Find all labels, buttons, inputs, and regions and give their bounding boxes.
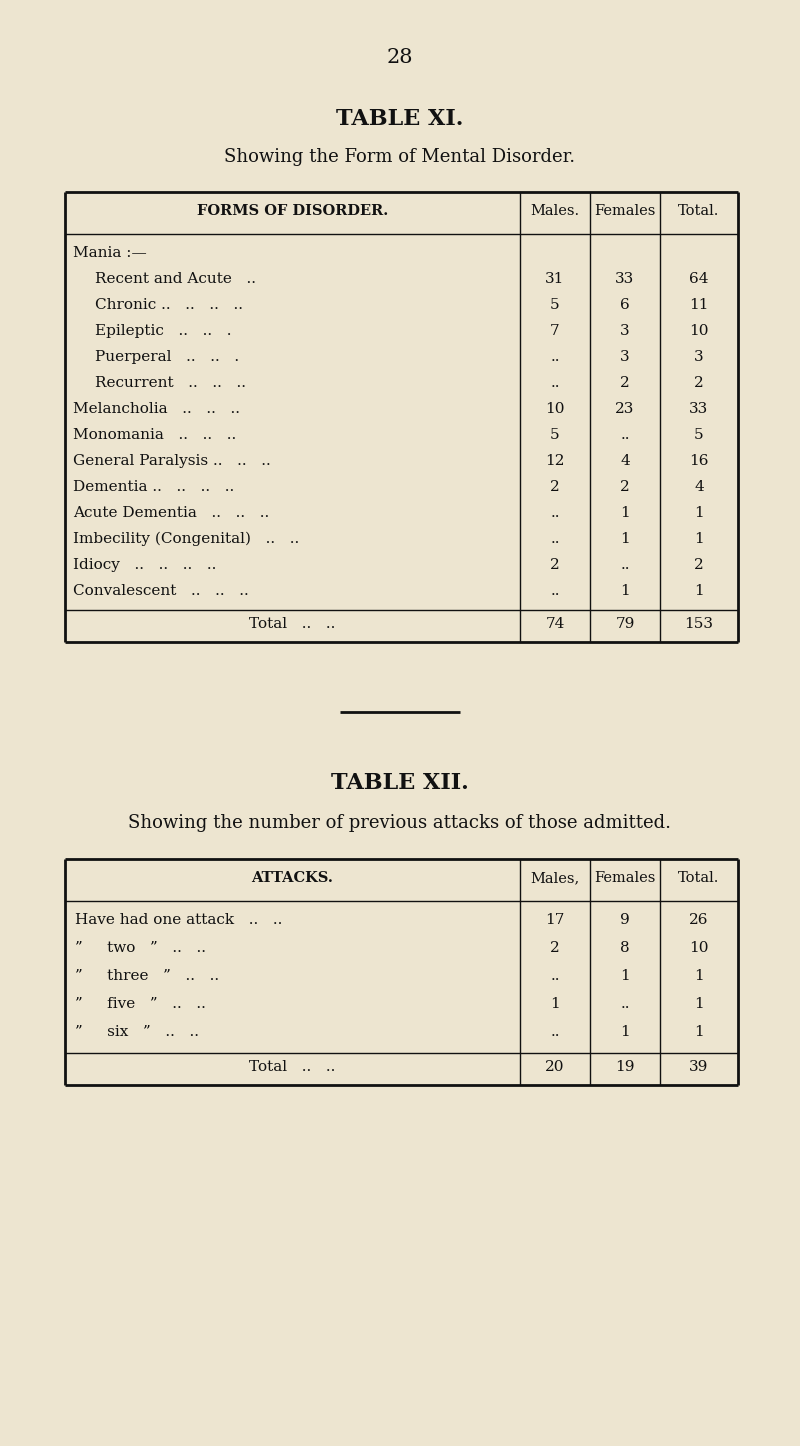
Text: ATTACKS.: ATTACKS. xyxy=(251,870,334,885)
Text: 5: 5 xyxy=(550,298,560,312)
Text: 11: 11 xyxy=(690,298,709,312)
Text: ..: .. xyxy=(550,350,560,364)
Text: 33: 33 xyxy=(615,272,634,286)
Text: ..: .. xyxy=(550,532,560,547)
Text: 1: 1 xyxy=(694,969,704,983)
Text: 2: 2 xyxy=(550,558,560,573)
Text: 2: 2 xyxy=(694,558,704,573)
Text: Idiocy   ..   ..   ..   ..: Idiocy .. .. .. .. xyxy=(73,558,216,573)
Text: ”     six   ”   ..   ..: ” six ” .. .. xyxy=(75,1025,199,1040)
Text: 20: 20 xyxy=(546,1060,565,1074)
Text: ”     five   ”   ..   ..: ” five ” .. .. xyxy=(75,996,206,1011)
Text: 9: 9 xyxy=(620,912,630,927)
Text: 3: 3 xyxy=(620,350,630,364)
Text: 39: 39 xyxy=(690,1060,709,1074)
Text: ..: .. xyxy=(550,1025,560,1040)
Text: Males,: Males, xyxy=(530,870,580,885)
Text: ..: .. xyxy=(550,376,560,390)
Text: 1: 1 xyxy=(694,584,704,599)
Text: 5: 5 xyxy=(550,428,560,442)
Text: Acute Dementia   ..   ..   ..: Acute Dementia .. .. .. xyxy=(73,506,270,521)
Text: 1: 1 xyxy=(550,996,560,1011)
Text: 74: 74 xyxy=(546,617,565,630)
Text: 2: 2 xyxy=(694,376,704,390)
Text: ..: .. xyxy=(550,584,560,599)
Text: ..: .. xyxy=(620,558,630,573)
Text: ”     three   ”   ..   ..: ” three ” .. .. xyxy=(75,969,219,983)
Text: 153: 153 xyxy=(685,617,714,630)
Text: Imbecility (Congenital)   ..   ..: Imbecility (Congenital) .. .. xyxy=(73,532,299,547)
Text: Mania :—: Mania :— xyxy=(73,246,146,260)
Text: Monomania   ..   ..   ..: Monomania .. .. .. xyxy=(73,428,236,442)
Text: Showing the number of previous attacks of those admitted.: Showing the number of previous attacks o… xyxy=(129,814,671,831)
Text: 1: 1 xyxy=(620,969,630,983)
Text: Puerperal   ..   ..   .: Puerperal .. .. . xyxy=(95,350,239,364)
Text: 3: 3 xyxy=(620,324,630,338)
Text: General Paralysis ..   ..   ..: General Paralysis .. .. .. xyxy=(73,454,270,469)
Text: 12: 12 xyxy=(546,454,565,469)
Text: Recent and Acute   ..: Recent and Acute .. xyxy=(95,272,256,286)
Text: Total   ..   ..: Total .. .. xyxy=(250,617,336,630)
Text: 1: 1 xyxy=(620,532,630,547)
Text: 2: 2 xyxy=(620,480,630,495)
Text: 1: 1 xyxy=(694,532,704,547)
Text: Chronic ..   ..   ..   ..: Chronic .. .. .. .. xyxy=(95,298,243,312)
Text: Recurrent   ..   ..   ..: Recurrent .. .. .. xyxy=(95,376,246,390)
Text: Males.: Males. xyxy=(530,204,579,218)
Text: Females: Females xyxy=(594,870,656,885)
Text: TABLE XI.: TABLE XI. xyxy=(336,108,464,130)
Text: 3: 3 xyxy=(694,350,704,364)
Text: 5: 5 xyxy=(694,428,704,442)
Text: Epileptic   ..   ..   .: Epileptic .. .. . xyxy=(95,324,231,338)
Text: ..: .. xyxy=(620,428,630,442)
Text: 10: 10 xyxy=(690,941,709,954)
Text: 1: 1 xyxy=(620,584,630,599)
Text: 1: 1 xyxy=(620,1025,630,1040)
Text: 7: 7 xyxy=(550,324,560,338)
Text: TABLE XII.: TABLE XII. xyxy=(331,772,469,794)
Text: 79: 79 xyxy=(615,617,634,630)
Text: Females: Females xyxy=(594,204,656,218)
Text: 1: 1 xyxy=(620,506,630,521)
Text: 28: 28 xyxy=(386,48,414,67)
Text: 4: 4 xyxy=(694,480,704,495)
Text: Have had one attack   ..   ..: Have had one attack .. .. xyxy=(75,912,282,927)
Text: 26: 26 xyxy=(690,912,709,927)
Text: 17: 17 xyxy=(546,912,565,927)
Text: 8: 8 xyxy=(620,941,630,954)
Text: Total.: Total. xyxy=(678,870,720,885)
Text: 10: 10 xyxy=(690,324,709,338)
Text: Total   ..   ..: Total .. .. xyxy=(250,1060,336,1074)
Text: 16: 16 xyxy=(690,454,709,469)
Text: Melancholia   ..   ..   ..: Melancholia .. .. .. xyxy=(73,402,240,416)
Text: 33: 33 xyxy=(690,402,709,416)
Text: 2: 2 xyxy=(550,480,560,495)
Text: 10: 10 xyxy=(546,402,565,416)
Text: 6: 6 xyxy=(620,298,630,312)
Text: 31: 31 xyxy=(546,272,565,286)
Text: Showing the Form of Mental Disorder.: Showing the Form of Mental Disorder. xyxy=(225,147,575,166)
Text: 1: 1 xyxy=(694,1025,704,1040)
Text: 1: 1 xyxy=(694,506,704,521)
Text: ..: .. xyxy=(620,996,630,1011)
Text: 1: 1 xyxy=(694,996,704,1011)
Text: 23: 23 xyxy=(615,402,634,416)
Text: 2: 2 xyxy=(550,941,560,954)
Text: Dementia ..   ..   ..   ..: Dementia .. .. .. .. xyxy=(73,480,234,495)
Text: 2: 2 xyxy=(620,376,630,390)
Text: 19: 19 xyxy=(615,1060,634,1074)
Text: FORMS OF DISORDER.: FORMS OF DISORDER. xyxy=(197,204,388,218)
Text: Convalescent   ..   ..   ..: Convalescent .. .. .. xyxy=(73,584,249,599)
Text: ..: .. xyxy=(550,969,560,983)
Text: Total.: Total. xyxy=(678,204,720,218)
Text: ”     two   ”   ..   ..: ” two ” .. .. xyxy=(75,941,206,954)
Text: ..: .. xyxy=(550,506,560,521)
Text: 4: 4 xyxy=(620,454,630,469)
Text: 64: 64 xyxy=(690,272,709,286)
